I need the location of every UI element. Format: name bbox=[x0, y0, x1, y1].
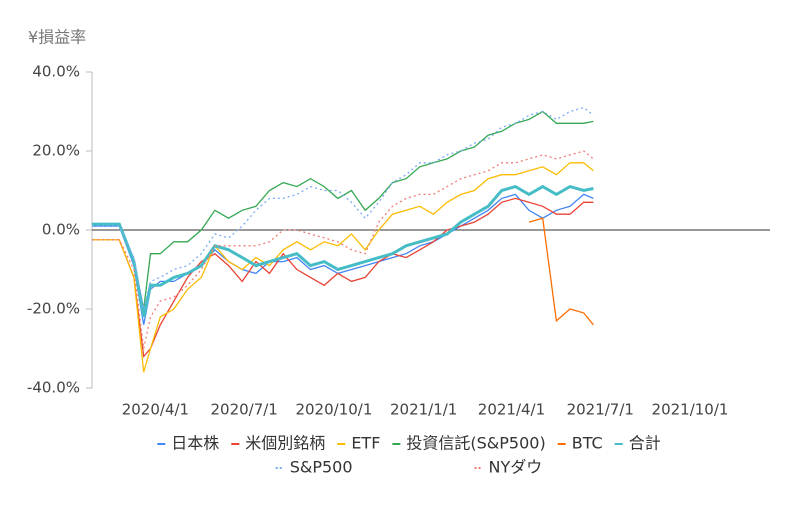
y-tick-label: 40.0% bbox=[32, 63, 80, 81]
legend-label: NYダウ bbox=[489, 458, 543, 477]
legend-label: 日本株 bbox=[171, 434, 219, 453]
x-tick-label: 2020/7/1 bbox=[210, 401, 277, 419]
y-tick-label: -20.0% bbox=[27, 300, 80, 318]
legend-label: S&P500 bbox=[290, 458, 353, 477]
series-line bbox=[92, 197, 594, 358]
x-tick-label: 2021/7/1 bbox=[567, 401, 634, 419]
legend-label: 合計 bbox=[629, 434, 661, 453]
series-line bbox=[92, 184, 594, 318]
x-tick-label: 2020/4/1 bbox=[122, 401, 189, 419]
x-tick-label: 2020/10/1 bbox=[295, 401, 372, 419]
series-line bbox=[92, 193, 594, 325]
y-axis-title: ¥損益率 bbox=[28, 28, 86, 47]
legend-label: ETF bbox=[351, 434, 380, 453]
series-line bbox=[528, 217, 594, 326]
legend-label: BTC bbox=[572, 434, 603, 453]
y-tick-label: 20.0% bbox=[32, 142, 80, 160]
legend-label: 投資信託(S&P500) bbox=[406, 434, 545, 453]
x-tick-label: 2021/1/1 bbox=[390, 401, 457, 419]
y-tick-label: -40.0% bbox=[27, 379, 80, 397]
x-tick-label: 2021/10/1 bbox=[652, 401, 729, 419]
series-line bbox=[92, 162, 594, 373]
y-tick-label: 0.0% bbox=[42, 221, 80, 239]
series-line bbox=[92, 110, 594, 310]
series-line bbox=[92, 106, 594, 310]
x-tick-label: 2021/4/1 bbox=[478, 401, 545, 419]
legend-label: 米個別銘柄 bbox=[245, 434, 325, 453]
